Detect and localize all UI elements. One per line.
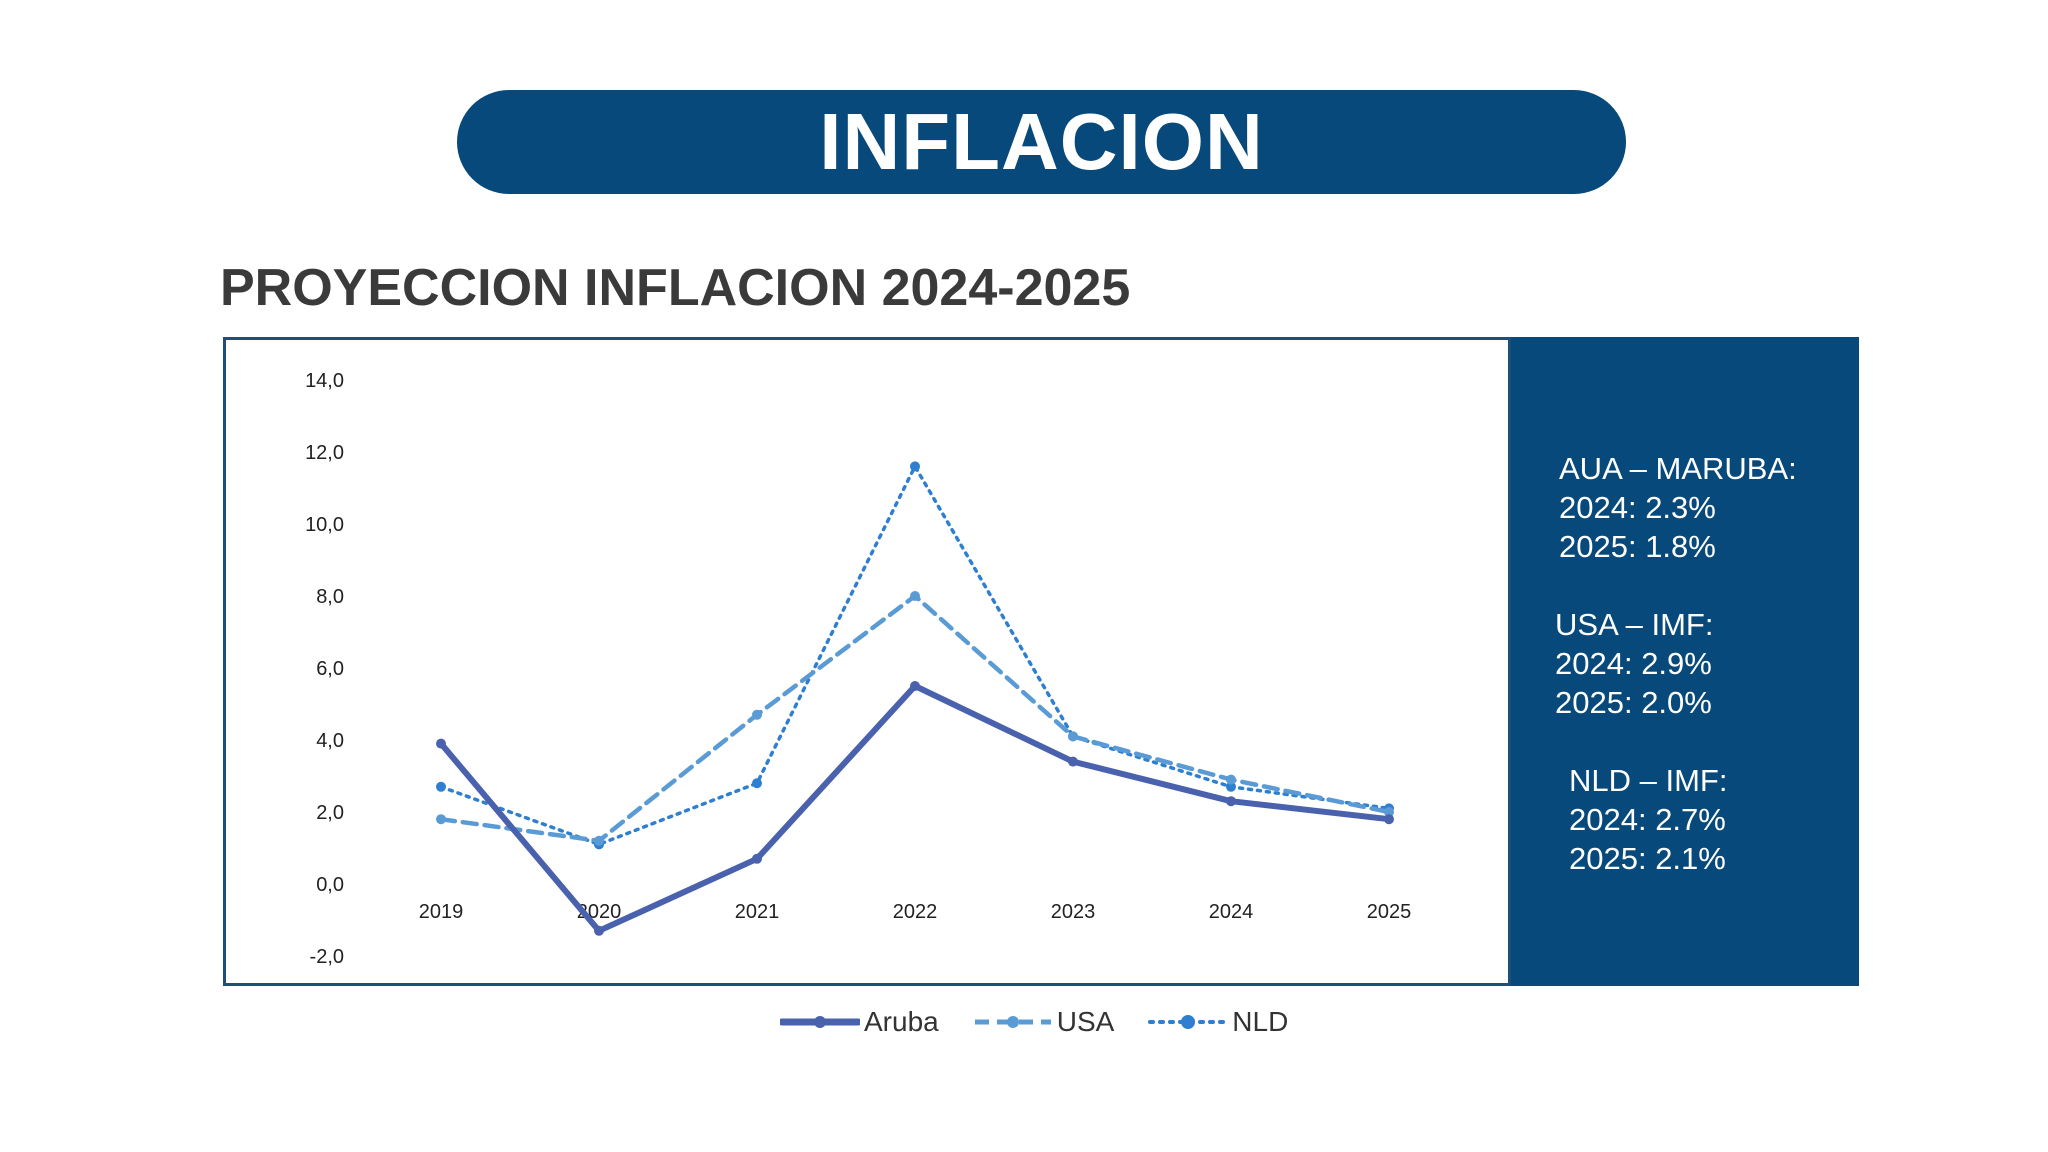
nld-2025: 2025: 2.1%: [1569, 841, 1726, 876]
nld-2024: 2024: 2.7%: [1569, 802, 1726, 837]
y-tick-label: -2,0: [310, 946, 344, 968]
aruba-2024: 2024: 2.3%: [1559, 490, 1716, 525]
legend-swatch-aruba: [780, 1016, 860, 1028]
data-point-aruba: [1384, 814, 1394, 825]
data-point-nld: [910, 461, 920, 472]
y-tick-label: 4,0: [316, 730, 344, 752]
data-point-usa: [436, 814, 446, 825]
aruba-projection: AUA – MARUBA: 2024: 2.3% 2025: 1.8%: [1559, 449, 1797, 566]
data-point-nld: [752, 778, 762, 789]
legend-swatch-nld: [1148, 1015, 1229, 1029]
x-tick-label: 2025: [1367, 901, 1412, 923]
usa-2024: 2024: 2.9%: [1555, 646, 1712, 681]
y-tick-label: 14,0: [305, 370, 344, 392]
data-point-usa: [1068, 731, 1078, 742]
projection-panel: AUA – MARUBA: 2024: 2.3% 2025: 1.8% USA …: [1511, 337, 1859, 986]
title-banner: INFLACION: [457, 90, 1626, 194]
nld-projection: NLD – IMF: 2024: 2.7% 2025: 2.1%: [1569, 761, 1727, 878]
x-tick-label: 2019: [419, 901, 464, 923]
data-point-usa: [594, 835, 604, 846]
chart-legend: Aruba USA NLD: [780, 1002, 1288, 1042]
legend-swatch-usa: [974, 1016, 1051, 1028]
legend-item-aruba: Aruba: [780, 1006, 939, 1038]
series-line-aruba: [438, 683, 1392, 934]
y-tick-label: 2,0: [316, 802, 344, 824]
chart-subtitle: PROYECCION INFLACION 2024-2025: [220, 259, 1131, 317]
x-tick-label: 2023: [1051, 901, 1096, 923]
y-tick-label: 12,0: [305, 442, 344, 464]
series-line-nld: [439, 464, 1391, 847]
x-tick-label: 2024: [1209, 901, 1254, 923]
data-point-aruba: [436, 738, 446, 749]
data-point-aruba: [910, 681, 920, 691]
y-tick-label: 8,0: [316, 586, 344, 608]
usa-projection: USA – IMF: 2024: 2.9% 2025: 2.0%: [1555, 605, 1713, 722]
data-point-aruba: [1068, 756, 1078, 767]
legend-label-aruba: Aruba: [864, 1006, 939, 1037]
data-point-usa: [752, 709, 762, 720]
usa-2025: 2025: 2.0%: [1555, 685, 1712, 720]
page-title: INFLACION: [819, 97, 1264, 186]
data-point-usa: [910, 591, 920, 601]
x-tick-label: 2021: [735, 901, 780, 923]
data-point-aruba: [594, 925, 604, 936]
y-tick-label: 6,0: [316, 658, 344, 680]
aruba-heading: AUA – MARUBA:: [1559, 451, 1797, 486]
legend-item-usa: USA: [973, 1006, 1115, 1038]
nld-heading: NLD – IMF:: [1569, 763, 1728, 798]
data-point-aruba: [1226, 796, 1236, 807]
data-point-aruba: [752, 853, 762, 864]
y-tick-label: 0,0: [316, 874, 344, 896]
legend-item-nld: NLD: [1148, 1006, 1288, 1038]
aruba-2025: 2025: 1.8%: [1559, 529, 1716, 564]
data-point-usa: [1384, 807, 1394, 817]
data-point-nld: [436, 781, 446, 792]
y-tick-label: 10,0: [305, 514, 344, 536]
usa-heading: USA – IMF:: [1555, 607, 1714, 642]
chart-container: 14,0 12,0 10,0 8,0 6,0 4,0 2,0 0,0 -2,0 2019 2020 2…: [223, 337, 1511, 986]
legend-label-nld: NLD: [1232, 1006, 1289, 1037]
data-point-usa: [1226, 774, 1236, 785]
x-tick-label: 2022: [893, 901, 938, 923]
data-point-nld: [1226, 781, 1236, 792]
legend-label-usa: USA: [1056, 1006, 1115, 1037]
